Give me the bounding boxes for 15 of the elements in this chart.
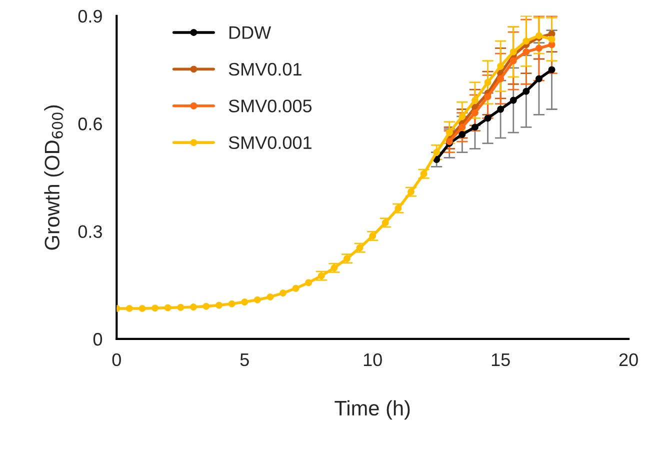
- legend-label: DDW: [229, 26, 272, 39]
- y-tick-label: 0.3: [78, 225, 102, 238]
- x-tick-label: 10: [364, 353, 382, 366]
- x-tick-label: 5: [240, 354, 249, 366]
- y-axis-title: Growth (OD$_{600}$): [44, 105, 64, 250]
- legend-label: SMV0.005: [228, 100, 312, 112]
- y-tick-label: 0: [93, 332, 102, 346]
- x-axis-title: Time (h): [334, 400, 410, 420]
- y-tick-label: 0.9: [78, 10, 102, 23]
- x-tick-label: 0: [112, 353, 121, 366]
- legend-label: SMV0.01: [228, 62, 302, 76]
- x-tick-label: 15: [492, 354, 510, 366]
- x-tick-label: 20: [619, 353, 638, 366]
- y-tick-label: 0.6: [78, 118, 102, 130]
- legend-label: SMV0.001: [228, 136, 312, 150]
